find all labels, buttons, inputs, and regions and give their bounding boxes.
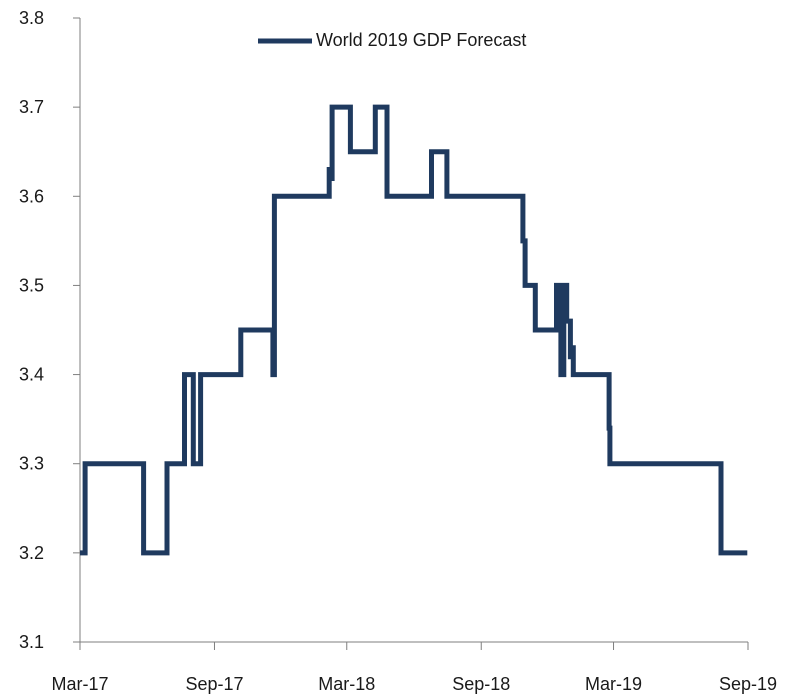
- x-tick-label: Sep-18: [452, 674, 510, 694]
- y-tick-label: 3.7: [19, 97, 44, 117]
- legend: World 2019 GDP Forecast: [258, 30, 526, 50]
- y-tick-label: 3.8: [19, 8, 44, 28]
- x-axis: Mar-17 Sep-17 Mar-18 Sep-18 Mar-19 Sep-19: [51, 641, 777, 694]
- x-tick-label: Mar-19: [585, 674, 642, 694]
- x-tick-label: Mar-18: [318, 674, 375, 694]
- y-tick-label: 3.6: [19, 186, 44, 206]
- x-tick-label: Sep-17: [185, 674, 243, 694]
- x-tick-label: Sep-19: [719, 674, 777, 694]
- legend-label: World 2019 GDP Forecast: [316, 30, 526, 50]
- series-line-world-2019-gdp-forecast: [80, 104, 748, 556]
- y-axis: 3.1 3.2 3.3 3.4 3.5 3.6 3.7 3.8: [19, 8, 81, 652]
- y-tick-label: 3.1: [19, 632, 44, 652]
- y-tick-label: 3.4: [19, 365, 44, 385]
- y-tick-label: 3.5: [19, 275, 44, 295]
- y-tick-label: 3.2: [19, 543, 44, 563]
- series-layer: [80, 104, 748, 556]
- x-tick-label: Mar-17: [51, 674, 108, 694]
- y-tick-label: 3.3: [19, 454, 44, 474]
